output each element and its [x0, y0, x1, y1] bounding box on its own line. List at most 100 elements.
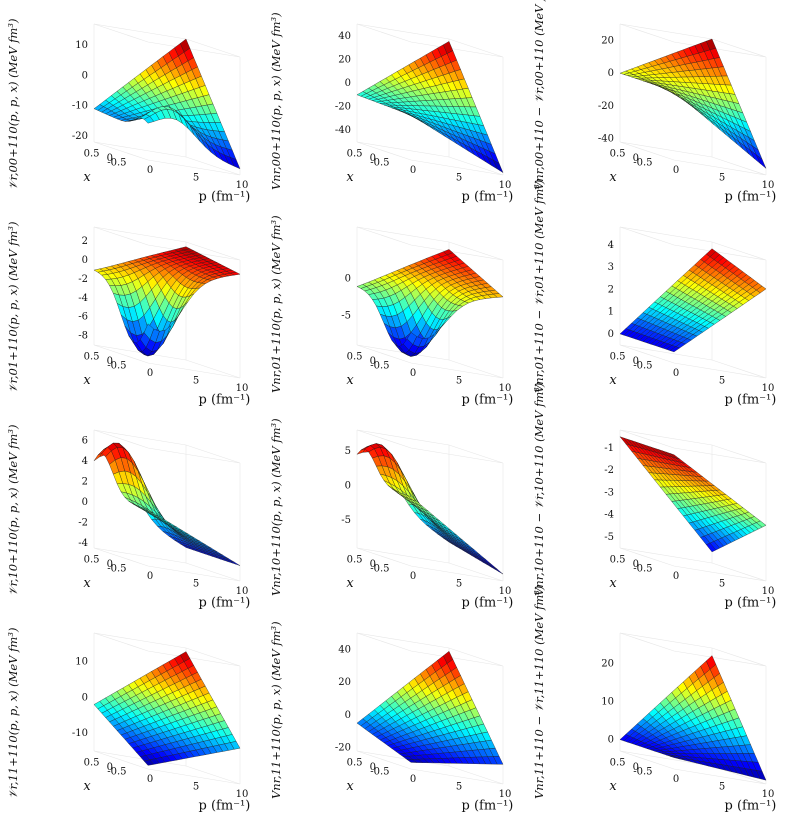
p-tick-label: 5 [719, 173, 725, 184]
surface-patch [229, 272, 241, 276]
z-tick-label: -2 [78, 517, 88, 528]
x-tick-label: 0 [107, 356, 113, 367]
p-axis-label: p (fm⁻¹) [198, 596, 250, 611]
surface-patch [756, 520, 767, 528]
z-tick-label: 3 [608, 262, 614, 273]
surface-panel: 10 0 -10 -20 0.5 0 -0.5 0 5 10 p (fm⁻¹) x 𝒱r,00+110(… [0, 0, 250, 205]
z-axis-label: Vnr,00+110(p, p, x) (MeV fm³) [269, 12, 283, 190]
z-axis-label: Vnr,10+110(p, p, x) (MeV fm³) [269, 418, 283, 596]
z-axis-label: Vnr,10+110 − 𝒱r,10+110 (MeV fm³) [532, 382, 546, 596]
p-tick-label: 0 [410, 368, 416, 379]
x-axis-label: x [609, 576, 617, 591]
x-axis-label: x [346, 373, 354, 388]
z-axis-label: Vnr,01+110(p, p, x) (MeV fm³) [269, 215, 283, 393]
surface-patch [230, 157, 241, 170]
surface-patch [493, 756, 504, 765]
x-tick-label: 0 [633, 559, 639, 570]
z-tick-label: 10 [601, 697, 614, 708]
p-tick-label: 5 [456, 579, 462, 590]
p-tick-label: 0 [147, 165, 153, 176]
p-tick-label: 0 [410, 165, 416, 176]
x-axis-label: x [83, 576, 91, 591]
p-tick-label: 0 [410, 571, 416, 582]
z-tick-label: -20 [335, 102, 351, 113]
p-tick-label: 5 [193, 173, 199, 184]
z-axis-label: 𝒱r,10+110(p, p, x) (MeV fm³) [6, 424, 20, 596]
surface-patch [756, 770, 767, 781]
p-axis-label: p (fm⁻¹) [198, 799, 250, 813]
z-axis-label: Vnr,00+110 − 𝒱r,00+110 (MeV fm³) [532, 0, 546, 190]
z-axis-label: 𝒱r,11+110(p, p, x) (MeV fm³) [6, 627, 20, 799]
p-tick-label: 5 [456, 782, 462, 793]
z-tick-label: 10 [75, 657, 88, 668]
surface-patch [493, 566, 504, 575]
z-tick-label: 4 [608, 240, 614, 251]
surface-panel: 6 4 2 0 -2 -4 0.5 0 -0.5 0 5 10 p (fm⁻¹) x 𝒱r,10+110(p… [0, 406, 250, 611]
p-axis-label: p (fm⁻¹) [461, 190, 513, 205]
z-axis-label: Vnr,11+110 − 𝒱r,11+110 (MeV fm³) [532, 585, 546, 799]
z-axis-label: 𝒱r,01+110(p, p, x) (MeV fm³) [6, 221, 20, 393]
z-tick-label: 0 [608, 735, 614, 746]
axes-box [93, 23, 241, 176]
z-tick-label: -4 [78, 293, 88, 304]
surface-mesh [356, 651, 504, 765]
z-tick-label: 0 [608, 68, 614, 79]
x-axis-label: x [83, 779, 91, 794]
z-tick-label: -5 [341, 515, 351, 526]
x-tick-label: 0 [107, 153, 113, 164]
z-tick-label: -4 [78, 538, 88, 549]
axes-box [619, 226, 767, 379]
x-tick-label: -0.5 [107, 564, 126, 575]
p-tick-label: 5 [719, 376, 725, 387]
p-tick-label: 0 [673, 368, 679, 379]
z-tick-label: -20 [335, 743, 351, 754]
p-tick-label: 5 [193, 782, 199, 793]
z-tick-label: 20 [601, 658, 614, 669]
p-tick-label: 10 [236, 383, 249, 394]
surface-panel: -1 -2 -3 -4 -5 0.5 0 -0.5 0 5 10 p (fm⁻¹) x Vnr,10+11… [526, 383, 776, 611]
p-tick-label: 10 [762, 789, 775, 800]
surface-panel: 20 10 0 0.5 0 -0.5 0 5 10 p (fm⁻¹) x Vnr,11+110 − 𝒱… [526, 586, 776, 813]
surface-panel: 5 0 -5 0.5 0 -0.5 0 5 10 p (fm⁻¹) x Vnr,10+110(p, p… [263, 406, 513, 610]
x-tick-label: 0 [107, 762, 113, 773]
z-tick-label: -1 [604, 443, 614, 454]
p-axis-label: p (fm⁻¹) [461, 799, 513, 813]
x-tick-label: -0.5 [633, 361, 652, 372]
z-tick-label: 0 [345, 481, 351, 492]
surface-panel: 40 20 0 -20 0.5 0 -0.5 0 5 10 p (fm⁻¹) x Vnr,11+110(… [263, 609, 513, 813]
z-tick-label: -8 [78, 331, 88, 342]
p-tick-label: 0 [147, 774, 153, 785]
z-tick-label: 20 [338, 54, 351, 65]
z-tick-label: -20 [72, 131, 88, 142]
x-tick-label: 0.5 [84, 758, 100, 769]
x-tick-label: 0.5 [347, 555, 363, 566]
x-tick-label: 0.5 [610, 555, 626, 566]
p-tick-label: 10 [499, 789, 512, 800]
z-axis-label: Vnr,11+110(p, p, x) (MeV fm³) [269, 621, 283, 799]
z-tick-label: -4 [604, 510, 614, 521]
x-tick-label: -0.5 [107, 767, 126, 778]
z-tick-label: 0 [345, 710, 351, 721]
z-tick-label: 1 [608, 307, 614, 318]
x-tick-label: -0.5 [633, 158, 652, 169]
x-axis-label: x [609, 373, 617, 388]
p-tick-label: 0 [147, 571, 153, 582]
surface-patch [756, 154, 767, 169]
z-tick-label: -6 [78, 312, 88, 323]
surface-panel: 20 0 -20 -40 0.5 0 -0.5 0 5 10 p (fm⁻¹) x Vnr,00+110… [526, 0, 776, 205]
z-tick-label: -10 [72, 101, 88, 112]
x-tick-label: 0 [633, 356, 639, 367]
z-tick-label: -40 [598, 134, 614, 145]
surface-patch [230, 560, 241, 566]
p-axis-label: p (fm⁻¹) [461, 393, 513, 408]
z-tick-label: 0 [345, 78, 351, 89]
x-tick-label: -0.5 [370, 564, 389, 575]
surface-mesh [619, 38, 767, 169]
p-axis-label: p (fm⁻¹) [198, 190, 250, 205]
z-tick-label: 2 [608, 284, 614, 295]
